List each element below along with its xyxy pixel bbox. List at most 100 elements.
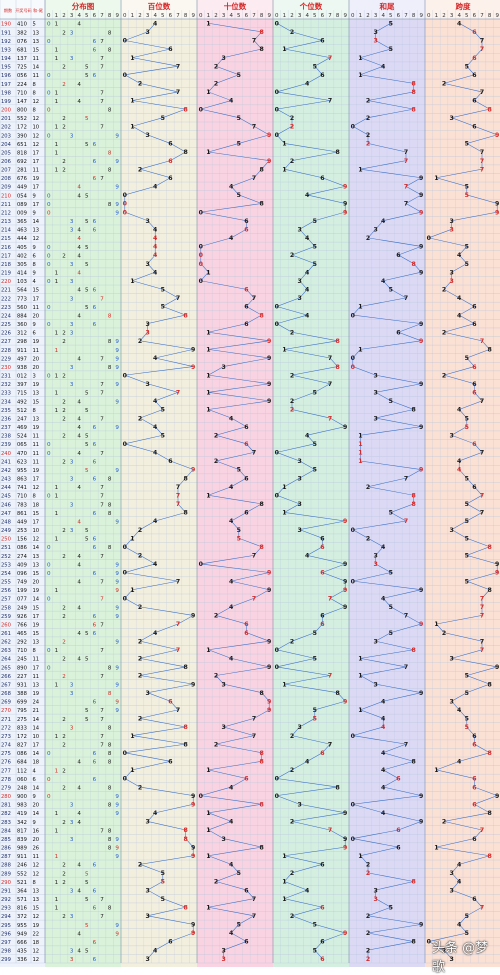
draw-number: 983 (17, 803, 27, 809)
distribution-mark: 6 (93, 545, 97, 551)
period-number: 216 (1, 245, 11, 251)
distribution-mark: 1 (55, 279, 59, 285)
trend-point: 2 (138, 338, 142, 345)
trend-point: 9 (343, 201, 347, 208)
distribution-mark: 6 (93, 73, 97, 79)
draw-number: 465 (17, 631, 27, 637)
trend-point: 6 (320, 939, 324, 946)
trend-point: 8 (487, 853, 491, 860)
trend-point: 1 (358, 458, 362, 465)
distribution-mark: 1 (55, 906, 59, 912)
distribution-mark: 3 (70, 219, 74, 225)
sum-value: 18 (33, 940, 40, 946)
trend-point: 1 (130, 733, 134, 740)
sum-value: 11 (33, 348, 40, 354)
distribution-mark: 6 (93, 511, 97, 517)
trend-point: 8 (183, 149, 187, 156)
draw-number: 710 (17, 648, 27, 654)
distribution-mark: 4 (77, 356, 81, 362)
trend-point: 6 (472, 29, 476, 36)
trend-point: 9 (267, 707, 271, 714)
trend-point: 4 (229, 578, 234, 585)
sum-value: 11 (33, 56, 40, 62)
period-number: 225 (1, 322, 11, 328)
trend-point: 8 (183, 664, 187, 671)
trend-point: 7 (404, 184, 408, 191)
trend-point: 0 (427, 235, 432, 242)
draw-number: 056 (17, 73, 27, 79)
period-number: 219 (1, 271, 11, 277)
trend-point: 9 (191, 347, 195, 354)
distribution-mark: 1 (55, 348, 59, 354)
trend-point: 4 (457, 759, 462, 766)
trend-point: 9 (267, 132, 271, 139)
draw-number: 521 (17, 880, 27, 886)
period-number: 217 (1, 253, 11, 259)
trend-point: 3 (145, 218, 149, 225)
distribution-mark: 4 (77, 863, 81, 869)
header-digit: 6 (473, 13, 477, 19)
sum-value: 11 (33, 168, 40, 174)
distribution-mark: 4 (77, 485, 81, 491)
trend-point: 9 (419, 424, 423, 431)
period-number: 238 (1, 434, 11, 440)
trend-point: 3 (373, 887, 377, 894)
header-digit: 5 (237, 13, 241, 19)
draw-number: 715 (17, 391, 27, 397)
header-digit: 4 (77, 13, 81, 19)
trend-point: 4 (153, 226, 158, 233)
sum-value: 14 (33, 811, 40, 817)
draw-number: 435 (17, 949, 27, 955)
trend-point: 1 (206, 372, 210, 379)
trend-point: 3 (449, 432, 453, 439)
trend-point: 7 (480, 613, 484, 620)
trend-point: 3 (297, 295, 301, 302)
trend-point: 4 (381, 767, 386, 774)
trend-point: 7 (404, 664, 408, 671)
sum-value: 6 (33, 777, 36, 783)
distribution-mark: 9 (115, 700, 119, 706)
header-digit: 6 (397, 13, 401, 19)
trend-point: 5 (161, 896, 165, 903)
trend-point: 3 (145, 887, 149, 894)
trend-point: 5 (389, 630, 393, 637)
trend-point: 7 (252, 595, 256, 602)
trend-point: 4 (381, 750, 386, 757)
trend-point: 4 (305, 312, 310, 319)
trend-point: 7 (328, 673, 332, 680)
distribution-mark: 7 (100, 356, 104, 362)
distribution-mark: 2 (62, 768, 66, 774)
trend-point: 9 (343, 836, 347, 843)
distribution-mark: 0 (47, 648, 51, 654)
draw-number: 861 (17, 511, 27, 517)
sum-value: 17 (33, 159, 40, 165)
draw-number: 397 (17, 382, 27, 388)
trend-point: 5 (237, 192, 241, 199)
trend-point: 5 (389, 604, 393, 611)
trend-point: 8 (411, 81, 415, 88)
trend-point: 4 (457, 922, 462, 929)
sum-value: 9 (33, 271, 36, 277)
draw-number: 817 (17, 828, 27, 834)
draw-number: 911 (17, 348, 27, 354)
distribution-mark: 9 (115, 682, 119, 688)
trend-point: 0 (199, 278, 204, 285)
trend-point: 3 (221, 836, 225, 843)
distribution-mark: 2 (62, 30, 66, 36)
trend-point: 2 (290, 733, 294, 740)
period-number: 212 (1, 210, 11, 216)
trend-point: 8 (335, 690, 339, 697)
trend-point: 6 (168, 158, 172, 165)
distribution-mark: 6 (93, 322, 97, 328)
period-number: 246 (1, 502, 11, 508)
trend-point: 1 (206, 853, 210, 860)
header-digit: 7 (480, 13, 484, 19)
sum-value: 8 (33, 648, 36, 654)
distribution-mark: 0 (47, 442, 51, 448)
period-number: 293 (1, 906, 11, 912)
header-digit: 7 (100, 13, 104, 19)
sum-value: 19 (33, 339, 40, 345)
draw-number: 086 (17, 751, 27, 757)
trend-point: 8 (411, 939, 415, 946)
trend-point: 6 (244, 287, 248, 294)
